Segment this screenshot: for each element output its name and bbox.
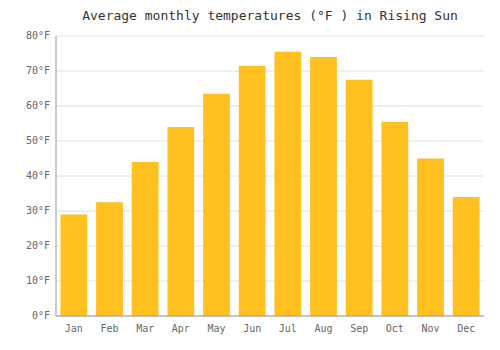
- y-tick-label: 40°F: [26, 170, 50, 181]
- grid-line: [56, 36, 484, 37]
- grid: [56, 36, 484, 316]
- y-axis-line: [56, 36, 57, 316]
- x-tick-label: Jul: [279, 323, 297, 334]
- bar: [132, 162, 159, 316]
- bar: [60, 215, 87, 317]
- bar: [203, 94, 230, 316]
- x-tick-label: Oct: [386, 323, 404, 334]
- x-tick-label: Nov: [421, 323, 439, 334]
- bar: [239, 66, 266, 316]
- x-axis-line: [56, 316, 484, 317]
- chart: Average monthly temperatures (°F ) in Ri…: [0, 0, 500, 350]
- x-tick-label: Feb: [100, 323, 118, 334]
- y-tick-label: 0°F: [32, 310, 50, 321]
- x-tick-label: Aug: [314, 323, 332, 334]
- bar: [381, 122, 408, 316]
- x-tick-label: May: [207, 323, 225, 334]
- bar: [417, 159, 444, 317]
- bar: [453, 197, 480, 316]
- grid-line: [56, 316, 484, 317]
- x-tick-label: Jan: [65, 323, 83, 334]
- bar: [167, 127, 194, 316]
- y-tick-label: 50°F: [26, 135, 50, 146]
- grid-line: [56, 106, 484, 107]
- y-tick-label: 30°F: [26, 205, 50, 216]
- bar: [310, 57, 337, 316]
- x-tick-label: Mar: [136, 323, 154, 334]
- y-tick-label: 20°F: [26, 240, 50, 251]
- bar: [346, 80, 373, 316]
- x-tick-label: Jun: [243, 323, 261, 334]
- y-tick-label: 10°F: [26, 275, 50, 286]
- y-tick-label: 60°F: [26, 100, 50, 111]
- bar: [274, 52, 301, 316]
- grid-line: [56, 141, 484, 142]
- bars: [60, 52, 479, 316]
- y-tick-label: 80°F: [26, 30, 50, 41]
- grid-line: [56, 71, 484, 72]
- title: Average monthly temperatures (°F ) in Ri…: [82, 8, 458, 23]
- x-tick-label: Apr: [172, 323, 190, 334]
- x-tick-label: Sep: [350, 323, 368, 334]
- x-tick-label: Dec: [457, 323, 475, 334]
- bar: [96, 202, 123, 316]
- y-tick-label: 70°F: [26, 65, 50, 76]
